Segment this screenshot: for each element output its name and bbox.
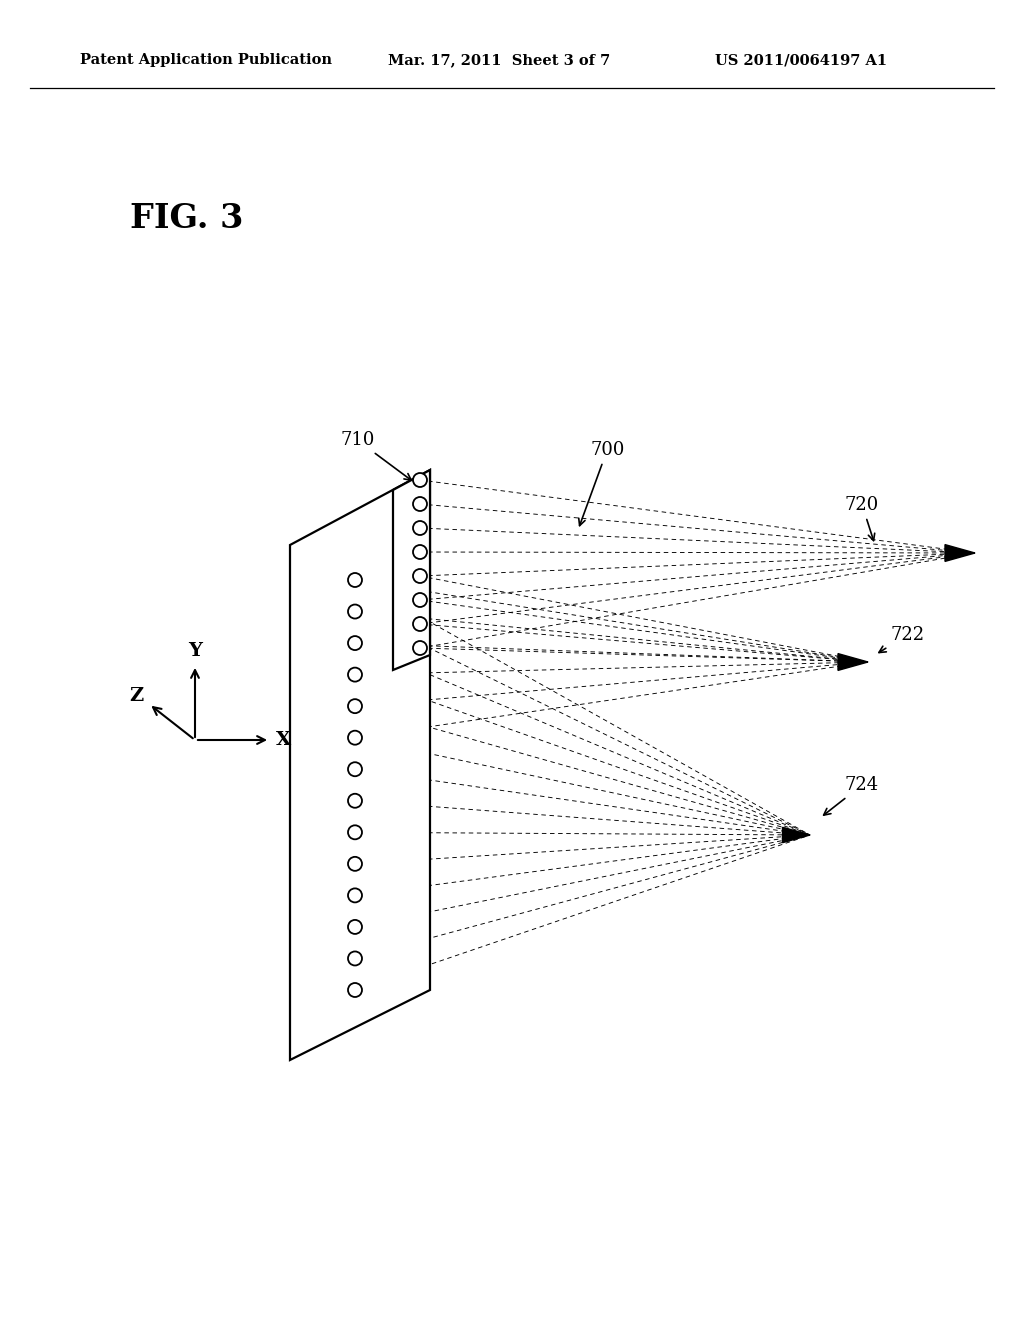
- Circle shape: [348, 731, 362, 744]
- Circle shape: [348, 668, 362, 681]
- Polygon shape: [945, 545, 975, 561]
- Circle shape: [348, 605, 362, 619]
- Circle shape: [348, 952, 362, 965]
- Circle shape: [413, 569, 427, 583]
- Text: 724: 724: [823, 776, 880, 816]
- Text: Z: Z: [129, 686, 143, 705]
- Polygon shape: [290, 470, 430, 1060]
- Circle shape: [348, 920, 362, 935]
- Circle shape: [348, 857, 362, 871]
- Polygon shape: [393, 470, 430, 671]
- Polygon shape: [838, 653, 868, 671]
- Circle shape: [413, 521, 427, 535]
- Circle shape: [348, 825, 362, 840]
- Circle shape: [413, 642, 427, 655]
- Text: 720: 720: [845, 496, 880, 541]
- Text: Y: Y: [188, 642, 202, 660]
- Text: Mar. 17, 2011  Sheet 3 of 7: Mar. 17, 2011 Sheet 3 of 7: [388, 53, 610, 67]
- Circle shape: [348, 888, 362, 903]
- Circle shape: [348, 983, 362, 997]
- Circle shape: [348, 700, 362, 713]
- Circle shape: [348, 793, 362, 808]
- Circle shape: [413, 545, 427, 558]
- Circle shape: [413, 616, 427, 631]
- Circle shape: [413, 473, 427, 487]
- Circle shape: [348, 762, 362, 776]
- Polygon shape: [782, 828, 810, 842]
- Text: FIG. 3: FIG. 3: [130, 202, 244, 235]
- Text: 722: 722: [879, 626, 924, 652]
- Text: 710: 710: [340, 432, 412, 480]
- Circle shape: [348, 573, 362, 587]
- Text: 700: 700: [579, 441, 625, 525]
- Text: US 2011/0064197 A1: US 2011/0064197 A1: [715, 53, 887, 67]
- Text: X: X: [276, 731, 292, 748]
- Text: Patent Application Publication: Patent Application Publication: [80, 53, 332, 67]
- Circle shape: [348, 636, 362, 649]
- Circle shape: [413, 498, 427, 511]
- Circle shape: [413, 593, 427, 607]
